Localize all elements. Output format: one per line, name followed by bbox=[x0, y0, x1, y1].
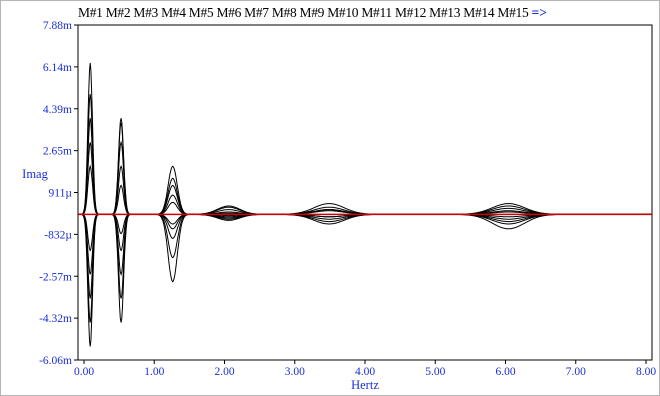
x-tick-label: 5.00 bbox=[425, 366, 445, 378]
legend-series-5[interactable]: M#5 bbox=[188, 5, 217, 20]
legend-series-11[interactable]: M#11 bbox=[361, 5, 395, 20]
y-tick-label: 7.88m bbox=[43, 20, 72, 32]
x-tick-label: 0.00 bbox=[74, 366, 94, 378]
legend-series-14[interactable]: M#14 bbox=[463, 5, 498, 20]
legend-series-9[interactable]: M#9 bbox=[299, 5, 328, 20]
legend-series-15[interactable]: M#15 bbox=[497, 5, 532, 20]
legend-series-12[interactable]: M#12 bbox=[394, 5, 430, 20]
response-curve bbox=[78, 94, 652, 215]
y-tick-label: 2.65m bbox=[43, 146, 72, 158]
y-tick-label: -2.57m bbox=[39, 271, 72, 283]
y-tick-label: 6.14m bbox=[43, 62, 72, 74]
response-curve bbox=[78, 213, 652, 323]
response-curve bbox=[78, 213, 652, 347]
legend-series-1[interactable]: M#1 bbox=[78, 5, 106, 20]
legend-series-2[interactable]: M#2 bbox=[105, 5, 134, 20]
legend-next-arrow[interactable]: => bbox=[531, 5, 547, 20]
x-tick-label: 8.00 bbox=[636, 366, 656, 378]
response-curve bbox=[78, 62, 652, 215]
x-tick-label: 1.00 bbox=[144, 366, 164, 378]
response-curve bbox=[78, 213, 652, 252]
y-tick-label: -4.32m bbox=[39, 313, 72, 325]
response-curve bbox=[78, 118, 652, 215]
x-tick-label: 6.00 bbox=[495, 366, 515, 378]
x-axis-label: Hertz bbox=[351, 378, 379, 392]
x-tick-label: 4.00 bbox=[355, 366, 375, 378]
x-tick-label: 7.00 bbox=[566, 366, 586, 378]
legend-series-13[interactable]: M#13 bbox=[429, 5, 464, 20]
legend-series-10[interactable]: M#10 bbox=[327, 5, 362, 20]
series-legend: M#1 M#2 M#3 M#4 M#5 M#6 M#7 M#8 M#9 M#10… bbox=[78, 4, 658, 24]
legend-series-3[interactable]: M#3 bbox=[133, 5, 162, 20]
y-tick-label: 911µ bbox=[49, 188, 73, 200]
response-curve bbox=[78, 142, 652, 215]
legend-series-6[interactable]: M#6 bbox=[216, 5, 245, 20]
x-tick-label: 3.00 bbox=[285, 366, 305, 378]
plot-area-border bbox=[77, 24, 653, 361]
y-tick-label: -6.06m bbox=[39, 355, 72, 367]
y-tick-label: 4.39m bbox=[43, 104, 72, 116]
y-tick-label: -832µ bbox=[44, 229, 72, 241]
legend-series-4[interactable]: M#4 bbox=[161, 5, 189, 20]
legend-series-8[interactable]: M#8 bbox=[271, 5, 300, 20]
x-tick-label: 2.00 bbox=[214, 366, 234, 378]
y-axis-label: Imag bbox=[22, 167, 48, 181]
legend-series-7[interactable]: M#7 bbox=[244, 5, 272, 20]
